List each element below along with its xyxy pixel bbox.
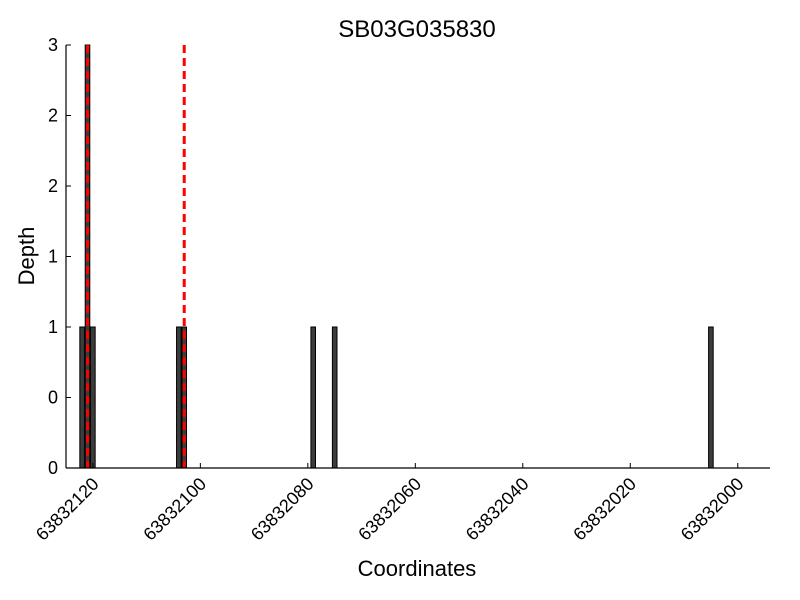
depth-bar [331,326,338,469]
x-tick-label: 63832080 [247,474,318,545]
x-axis-title: Coordinates [358,556,477,581]
depth-bar [310,326,317,469]
depth-bar [90,326,96,469]
y-tick-label: 2 [48,176,58,196]
x-tick-label: 63832040 [462,474,533,545]
y-tick-label: 0 [48,388,58,408]
reference-lines-layer [86,45,186,468]
y-axis-title: Depth [14,227,39,286]
x-tick-label: 63832060 [354,474,425,545]
depth-bar [176,326,182,469]
axes-layer [65,45,770,469]
chart-title: SB03G035830 [338,16,495,43]
depth-bar [79,326,85,469]
depth-bar [708,326,714,469]
y-tick-label: 0 [48,458,58,478]
y-tick-label: 3 [48,35,58,55]
x-ticks-layer: 63832120 63832100 63832080 63832060 63832040… [32,463,748,544]
bars-layer [79,44,714,469]
x-tick-label: 63832000 [677,474,748,545]
y-tick-label: 1 [48,247,58,267]
x-tick-label: 63832020 [569,474,640,545]
y-tick-label: 1 [48,317,58,337]
x-tick-label: 63832120 [32,474,103,545]
x-tick-label: 63832100 [139,474,210,545]
y-tick-label: 2 [48,106,58,126]
y-ticks-layer: 0 0 1 1 2 2 3 [48,35,71,478]
